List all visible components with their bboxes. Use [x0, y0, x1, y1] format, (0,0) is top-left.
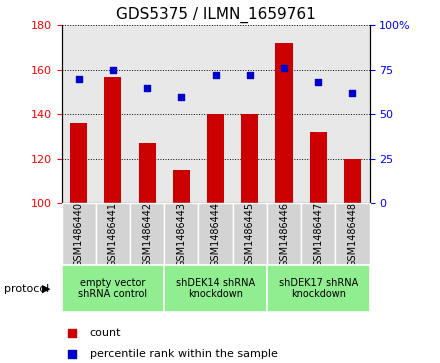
Bar [173, 170, 190, 203]
Point [75, 76, 82, 82]
Point [315, 79, 322, 85]
Bar [70, 123, 87, 203]
Bar [62, 203, 96, 265]
Title: GDS5375 / ILMN_1659761: GDS5375 / ILMN_1659761 [116, 7, 315, 23]
Text: protocol: protocol [4, 284, 50, 294]
Text: percentile rank within the sample: percentile rank within the sample [90, 349, 278, 359]
Bar [130, 203, 164, 265]
Text: GSM1486441: GSM1486441 [108, 201, 118, 267]
Text: GSM1486444: GSM1486444 [211, 201, 220, 267]
Bar [344, 159, 361, 203]
Bar [267, 265, 370, 312]
Bar [207, 114, 224, 203]
Bar [335, 203, 370, 265]
Bar [233, 203, 267, 265]
Bar [301, 203, 335, 265]
Text: count: count [90, 327, 121, 338]
Text: GSM1486447: GSM1486447 [313, 201, 323, 267]
Point [330, 61, 337, 67]
Text: GSM1486440: GSM1486440 [74, 201, 84, 267]
Bar [62, 265, 164, 312]
Point [246, 72, 253, 78]
Point [143, 85, 150, 91]
Text: shDEK17 shRNA
knockdown: shDEK17 shRNA knockdown [279, 278, 358, 299]
Text: GSM1486446: GSM1486446 [279, 201, 289, 267]
Bar [198, 203, 233, 265]
Bar [310, 132, 327, 203]
Bar [275, 43, 293, 203]
Point [212, 72, 219, 78]
Point [330, 259, 337, 265]
Bar [104, 77, 121, 203]
Point [281, 65, 288, 71]
Text: GSM1486443: GSM1486443 [176, 201, 187, 267]
Text: GSM1486442: GSM1486442 [142, 201, 152, 267]
Text: ▶: ▶ [42, 284, 50, 294]
Text: GSM1486448: GSM1486448 [348, 201, 357, 267]
Bar [241, 114, 258, 203]
Text: GSM1486445: GSM1486445 [245, 201, 255, 267]
Bar [164, 265, 267, 312]
Bar [96, 203, 130, 265]
Bar [164, 203, 198, 265]
Point [178, 94, 185, 99]
Text: shDEK14 shRNA
knockdown: shDEK14 shRNA knockdown [176, 278, 255, 299]
Text: empty vector
shRNA control: empty vector shRNA control [78, 278, 147, 299]
Point [110, 67, 117, 73]
Bar [267, 203, 301, 265]
Bar [139, 143, 156, 203]
Point [349, 90, 356, 96]
